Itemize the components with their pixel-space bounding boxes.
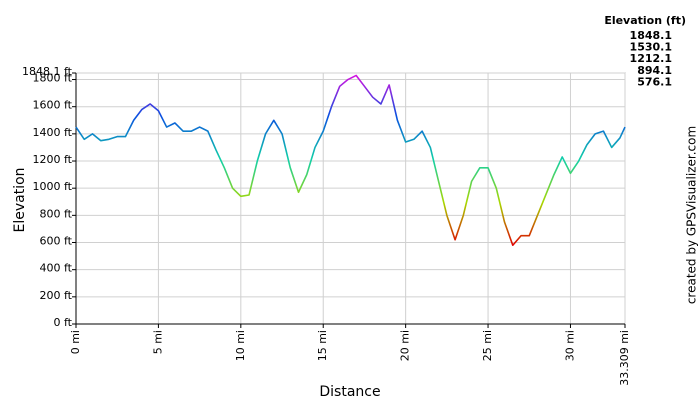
x-tick-label: 30 mi [563,330,576,361]
legend-value: 1212.1 [630,52,672,65]
x-tick-label: 10 mi [234,330,247,361]
plot-area [75,72,626,325]
y-tick-label: 200 ft [40,289,73,302]
legend-value: 1848.1 [630,29,672,42]
y-tick-label: 1200 ft [33,153,73,166]
x-axis-title: Distance [319,384,380,400]
x-tick-label: 20 mi [399,330,412,361]
legend-value: 576.1 [637,75,672,88]
y-tick-label: 1600 ft [33,99,73,112]
y-tick-label: 1000 ft [33,180,73,193]
x-tick-label: 25 mi [481,330,494,361]
y-tick-label: 600 ft [40,235,73,248]
x-tick-label: 5 mi [151,330,164,354]
legend-title: Elevation (ft) [604,14,686,27]
y-tick-label: 800 ft [40,207,73,220]
y-tick-label: 1848.1 ft [22,65,73,78]
y-tick-label: 400 ft [40,262,73,275]
credit: created by GPSVisualizer.com [685,126,699,304]
x-tick-label: 15 mi [316,330,329,361]
y-axis-title: Elevation [12,167,28,232]
x-tick-label: 0 mi [69,330,82,354]
legend-value: 894.1 [637,64,672,77]
x-tick-label: 33.309 mi [618,330,631,386]
y-tick-label: 1400 ft [33,126,73,139]
legend-value: 1530.1 [630,41,672,54]
y-tick-label: 1800 ft [33,72,73,85]
elevation-line [75,74,626,247]
y-tick-label: 0 ft [54,316,73,329]
